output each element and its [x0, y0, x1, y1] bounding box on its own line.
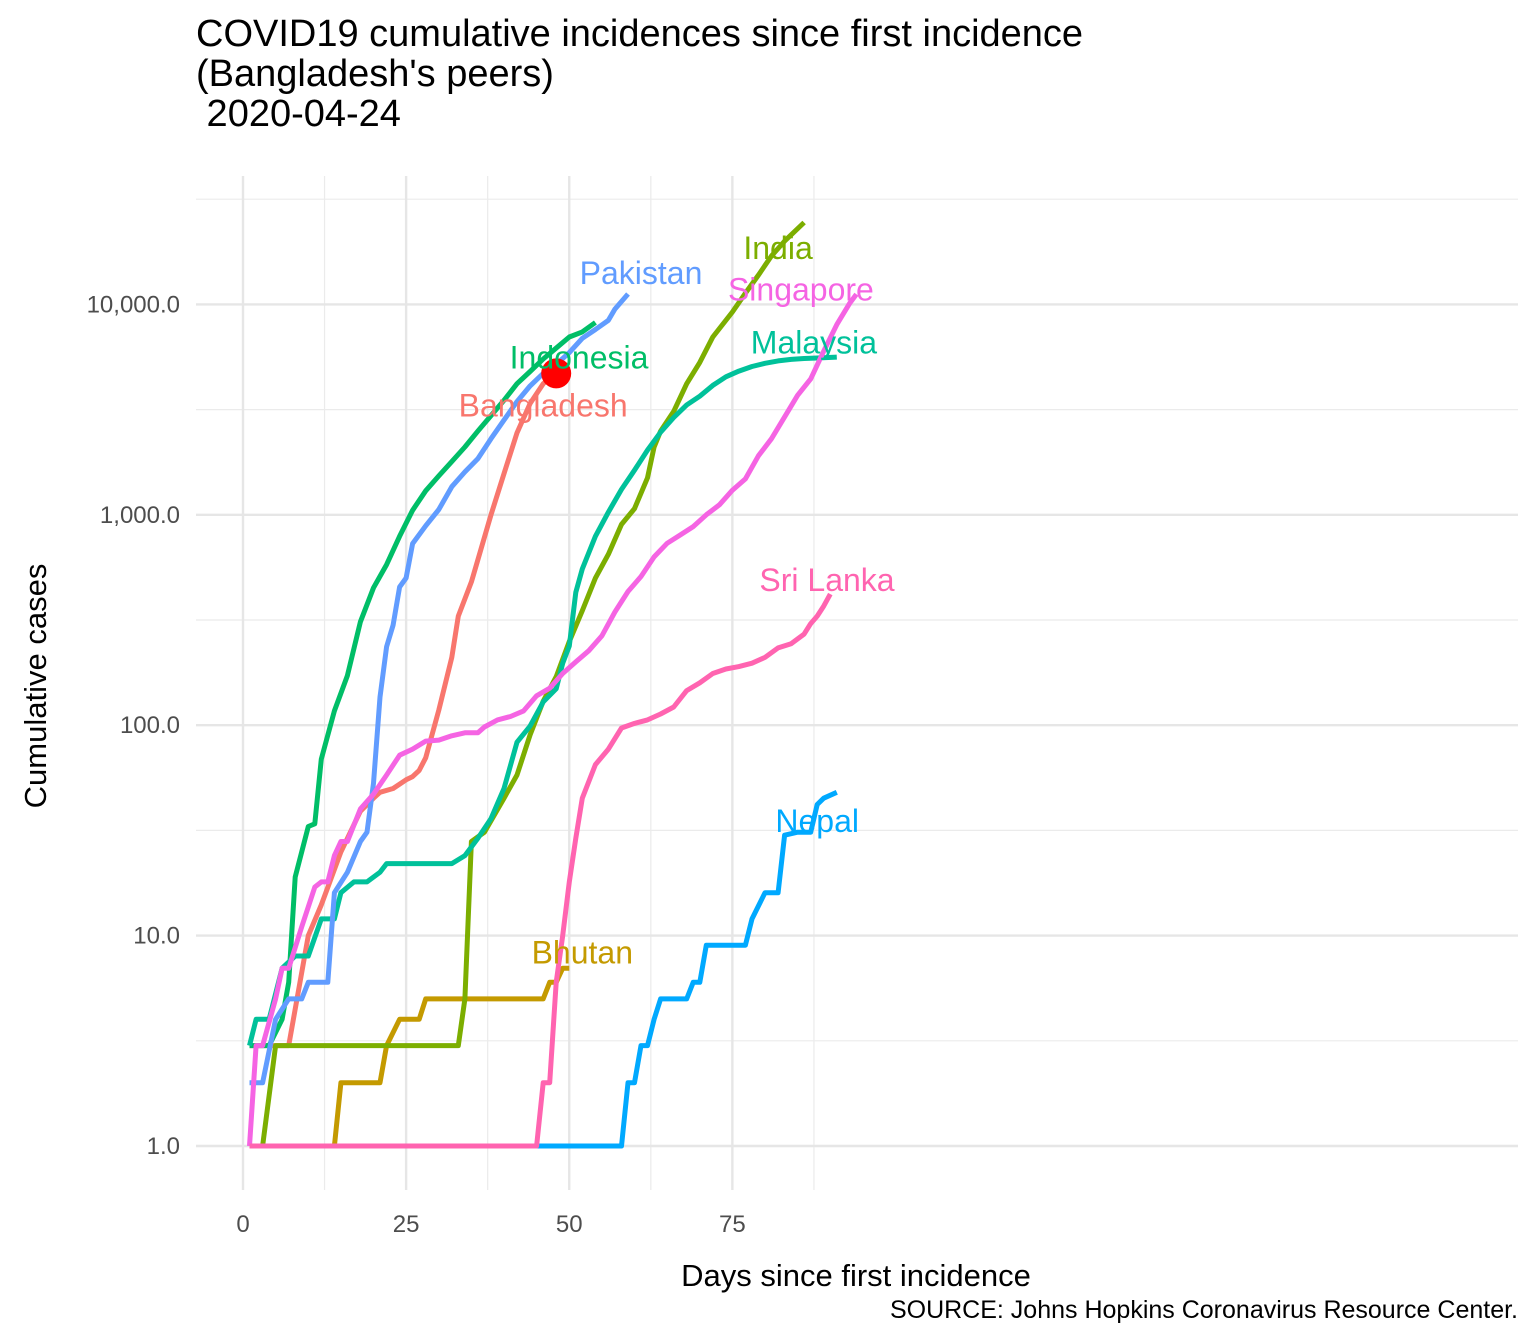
series-label-pakistan: Pakistan	[580, 255, 703, 291]
x-axis-label: Days since first incidence	[681, 1258, 1031, 1293]
series-label-bhutan: Bhutan	[532, 935, 633, 971]
chart-title-line-3: 2020-04-24	[196, 93, 401, 135]
series-label-sri-lanka: Sri Lanka	[759, 562, 894, 598]
y-axis-label: Cumulative cases	[18, 563, 53, 809]
chart-title-line-1: COVID19 cumulative incidences since firs…	[196, 13, 1084, 55]
bangladesh-highlight-point	[541, 358, 572, 389]
series-label-bangladesh: Bangladesh	[459, 388, 628, 424]
axis-ticks: 0 25 50 75 1.0 10.0 100.0 1,000.0 10,000.0	[87, 291, 746, 1238]
series-line-malaysia	[247, 354, 837, 1047]
series-line-india	[249, 220, 806, 1149]
chart-title: COVID19 cumulative incidences since firs…	[196, 14, 1083, 134]
x-tick-label: 75	[719, 1211, 746, 1238]
series-line-nepal	[530, 790, 838, 1149]
source-caption: SOURCE: Johns Hopkins Coronavirus Resour…	[889, 1296, 1518, 1324]
series-label-india: India	[743, 230, 813, 266]
series-line-sri-lanka	[249, 592, 833, 1149]
series-label-malaysia: Malaysia	[751, 324, 877, 360]
x-tick-label: 25	[393, 1211, 420, 1238]
series-line-singapore	[247, 292, 859, 1147]
series-line-bangladesh	[249, 371, 558, 1049]
series-lines	[247, 220, 859, 1149]
y-tick-label: 10,000.0	[87, 291, 180, 318]
series-label-nepal: Nepal	[775, 803, 859, 839]
y-tick-label: 1.0	[147, 1133, 180, 1160]
y-tick-label: 1,000.0	[100, 502, 180, 529]
series-label-singapore: Singapore	[728, 271, 874, 307]
chart-title-line-2: (Bangladesh's peers)	[196, 53, 554, 95]
x-tick-label: 0	[236, 1211, 249, 1238]
series-labels: Bangladesh Bhutan India Indonesia Malaysia Ne…	[459, 230, 895, 970]
x-tick-label: 50	[556, 1211, 583, 1238]
series-label-indonesia: Indonesia	[510, 339, 649, 375]
y-tick-label: 10.0	[133, 923, 180, 950]
y-tick-label: 100.0	[120, 712, 180, 739]
series-line-indonesia	[249, 320, 597, 1049]
series-line-bhutan	[331, 965, 570, 1147]
